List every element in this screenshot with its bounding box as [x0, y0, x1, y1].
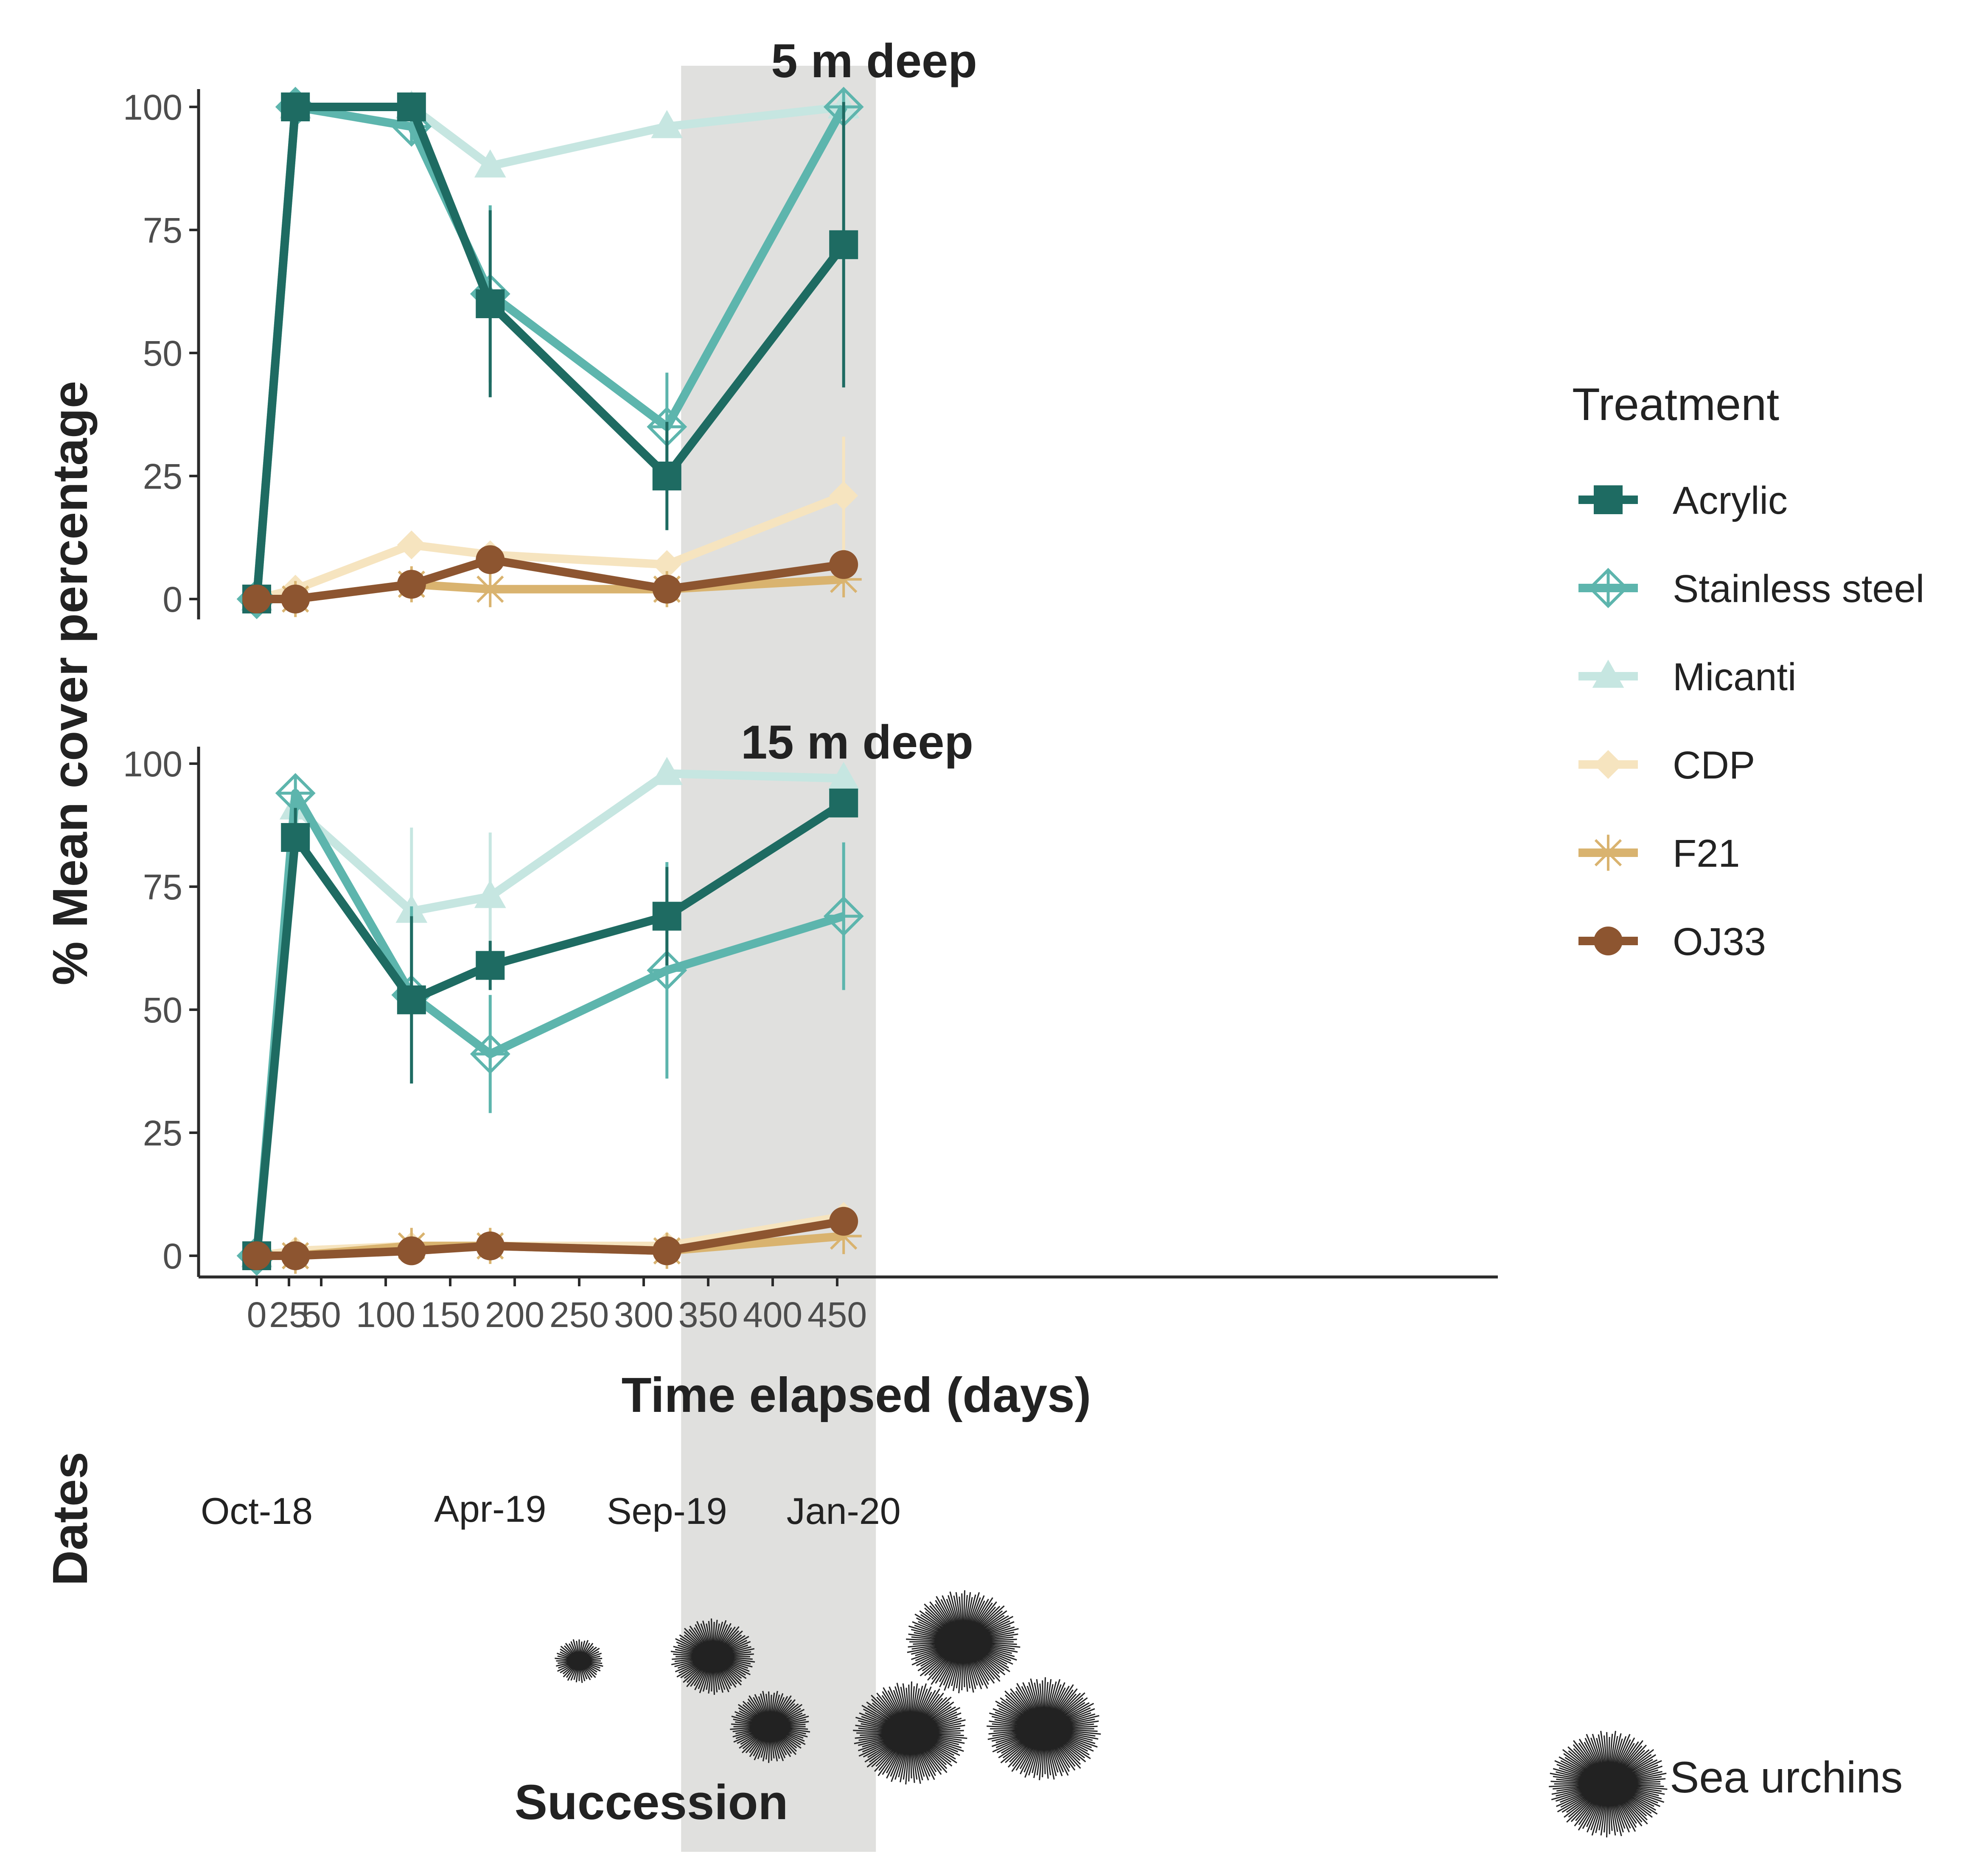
y-tick-label: 0 — [163, 580, 182, 619]
data-point — [653, 902, 681, 931]
legend-item-micanti: Micanti — [1578, 655, 1796, 699]
data-point — [281, 823, 310, 852]
x-tick-label: 200 — [485, 1295, 544, 1335]
sea-urchin-legend — [1549, 1731, 1667, 1837]
figure: 0255075100 02550751000 2550 100 150 200 250 30… — [0, 0, 1968, 1876]
data-point — [397, 92, 426, 121]
data-point — [397, 570, 426, 599]
x-tick-label: 0 — [247, 1295, 267, 1335]
sea-urchin-legend-icon — [1549, 1731, 1667, 1837]
y-tick-label: 50 — [143, 333, 182, 373]
data-point — [653, 1236, 681, 1265]
legend-label: OJ33 — [1673, 920, 1766, 963]
data-point — [278, 775, 314, 811]
legend-marker — [1594, 927, 1623, 955]
data-point — [242, 1241, 271, 1270]
data-point — [829, 230, 858, 259]
data-point — [476, 545, 505, 574]
y-axis-title: % Mean cover percentage — [42, 381, 98, 986]
y-tick-label: 75 — [143, 867, 182, 907]
data-point — [476, 1232, 505, 1260]
y-tick-label: 100 — [123, 87, 182, 127]
data-point — [829, 789, 858, 818]
succession-label: Succession — [515, 1775, 788, 1830]
legend-item-oj33: OJ33 — [1578, 920, 1766, 963]
legend-item-cdp: CDP — [1578, 744, 1755, 787]
date-label: Oct-18 — [201, 1490, 313, 1532]
legend-label: Acrylic — [1673, 479, 1788, 522]
data-point — [281, 92, 310, 121]
y-tick-label: 0 — [163, 1236, 182, 1276]
legend-label: Micanti — [1673, 655, 1796, 699]
x-tick-label: 250 — [549, 1295, 609, 1335]
data-point — [653, 575, 681, 604]
date-label: Jan-20 — [787, 1490, 901, 1532]
dates-title: Dates — [42, 1452, 98, 1586]
x-tick-label: 450 — [807, 1295, 867, 1335]
data-point — [242, 585, 271, 613]
legend-item-f21: F21 — [1578, 832, 1740, 875]
legend-item-acrylic: Acrylic — [1578, 479, 1788, 522]
x-axis-title: Time elapsed (days) — [622, 1367, 1091, 1422]
legend-marker — [1594, 750, 1623, 779]
legend-label: CDP — [1673, 744, 1755, 787]
data-point — [829, 1207, 858, 1236]
x-tick-label: 400 — [743, 1295, 802, 1335]
data-point — [281, 1241, 310, 1270]
sea-urchin — [906, 1590, 1020, 1694]
x-tick-label: 350 — [678, 1295, 738, 1335]
y-tick-label: 100 — [123, 744, 182, 784]
data-point — [281, 585, 310, 613]
data-point — [476, 289, 505, 318]
legend-marker — [1590, 835, 1626, 871]
y-tick-label: 50 — [143, 990, 182, 1030]
x-tick-label: 50 — [301, 1295, 341, 1335]
y-tick-label: 25 — [143, 456, 182, 496]
sea-urchin-legend-label: Sea urchins — [1670, 1753, 1903, 1802]
data-point — [397, 1236, 426, 1265]
data-point — [397, 986, 426, 1014]
x-tick-label: 150 — [421, 1295, 480, 1335]
date-label: Sep-19 — [607, 1490, 727, 1532]
data-point — [476, 951, 505, 980]
panel-title-5m: 5 m deep — [771, 34, 977, 87]
date-label: Apr-19 — [434, 1488, 546, 1530]
x-tick-label: 300 — [614, 1295, 673, 1335]
legend-label: F21 — [1673, 832, 1740, 875]
data-point — [653, 462, 681, 490]
legend-title: Treatment — [1572, 378, 1779, 430]
data-point — [472, 571, 508, 607]
panel-title-15m: 15 m deep — [741, 716, 973, 769]
legend: Treatment Acrylic Stainless steel Micanti C… — [1572, 378, 1924, 963]
legend-marker — [1590, 570, 1626, 606]
y-tick-label: 25 — [143, 1113, 182, 1153]
sea-urchin — [987, 1677, 1101, 1781]
sea-urchin — [555, 1639, 603, 1683]
legend-marker — [1594, 485, 1623, 514]
data-point — [397, 530, 426, 559]
dates-row: Oct-18 Apr-19 Sep-19 Jan-20 — [201, 1488, 901, 1532]
y-tick-label: 75 — [143, 210, 182, 250]
x-tick-label: 100 — [356, 1295, 415, 1335]
legend-label: Stainless steel — [1673, 567, 1924, 610]
data-point — [829, 550, 858, 579]
legend-item-stainless-steel: Stainless steel — [1578, 567, 1924, 610]
